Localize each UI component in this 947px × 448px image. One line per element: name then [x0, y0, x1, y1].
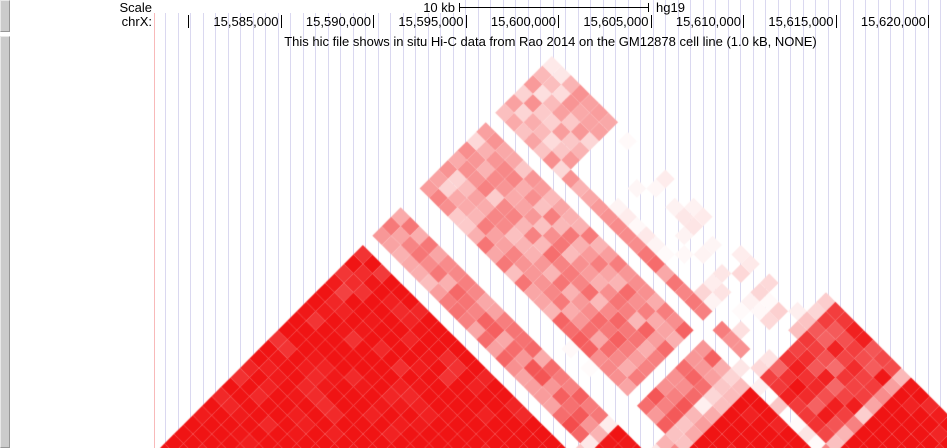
ruler-tick-label: 15,605,000 — [583, 14, 649, 29]
scale-bar-length-label: 10 kb — [423, 0, 455, 15]
ruler-tick — [280, 15, 282, 28]
ruler-tick-label: 15,600,000 — [490, 14, 556, 29]
assembly-label: hg19 — [656, 0, 685, 15]
scale-row-background — [0, 0, 459, 13]
ruler-tick — [558, 15, 559, 28]
ruler-tick — [373, 15, 374, 28]
track-title[interactable]: This hic file shows in situ Hi-C data fr… — [284, 34, 817, 49]
ruler-tick-label: 15,590,000 — [305, 14, 371, 29]
ruler-tick — [650, 15, 652, 28]
ruler-tick-label: 15,595,000 — [398, 14, 464, 29]
sidebar-drag-handle-hic-track[interactable] — [0, 36, 10, 448]
ruler-tick-label: 15,620,000 — [860, 14, 926, 29]
ruler-tick-label: 15,615,000 — [768, 14, 834, 29]
ruler-tick — [743, 15, 744, 28]
chromosome-label: chrX: — [121, 14, 152, 29]
sidebar-drag-handle-ruler[interactable] — [0, 0, 10, 32]
ruler-tick — [188, 15, 189, 28]
scale-bar — [459, 3, 649, 12]
scale-label: Scale — [119, 0, 152, 15]
ruler-tick — [465, 15, 467, 28]
ruler-tick — [835, 15, 837, 28]
ruler-tick-label: 15,585,000 — [213, 14, 279, 29]
ruler-tick-label: 15,610,000 — [675, 14, 741, 29]
ruler-tick — [928, 15, 929, 28]
